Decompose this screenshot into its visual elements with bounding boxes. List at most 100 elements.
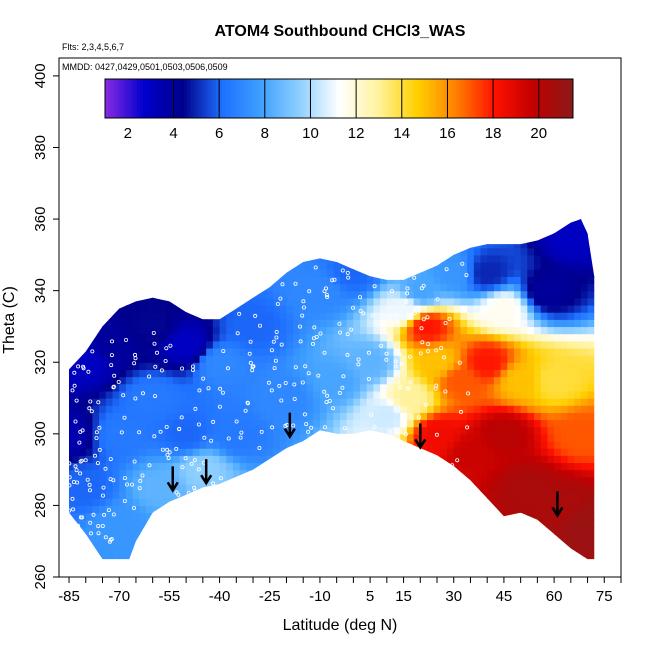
heatmap-cell: [400, 304, 408, 313]
colorbar-cell: [461, 79, 466, 118]
heatmap-cell: [92, 262, 100, 270]
heatmap-cell: [79, 483, 87, 492]
heatmap-cell: [119, 347, 127, 356]
heatmap-cell: [447, 555, 455, 560]
heatmap-cell: [360, 390, 368, 399]
heatmap-cell: [286, 340, 294, 349]
heatmap-cell: [139, 283, 147, 292]
heatmap-cell: [326, 412, 334, 421]
heatmap-cell: [246, 276, 254, 285]
sample-point: [356, 357, 361, 362]
heatmap-cell: [326, 340, 334, 349]
heatmap-cell: [119, 448, 127, 456]
heatmap-cell: [232, 326, 241, 335]
sample-point: [88, 520, 93, 525]
sample-point: [405, 291, 410, 296]
heatmap-cell: [473, 405, 482, 413]
heatmap-cell: [360, 433, 368, 442]
heatmap-cell: [420, 226, 428, 234]
heatmap-cell: [72, 462, 80, 471]
heatmap-cell: [554, 462, 562, 471]
heatmap-cell: [393, 276, 401, 285]
heatmap-cell: [507, 233, 515, 242]
heatmap-cell: [480, 297, 488, 306]
heatmap-cell: [574, 390, 582, 399]
heatmap-cell: [313, 219, 321, 220]
heatmap-cell: [212, 383, 221, 392]
x-axis: -85 -70 -55 -40 -25 -10 5 15 30 45 60 75: [58, 577, 622, 605]
heatmap-cell: [259, 519, 267, 528]
heatmap-cell: [460, 219, 468, 220]
heatmap-cell: [139, 276, 147, 285]
heatmap-cell: [125, 469, 134, 478]
heatmap-cell: [92, 240, 100, 249]
heatmap-cell: [373, 469, 381, 478]
heatmap-cell: [440, 247, 448, 256]
heatmap-cell: [473, 419, 482, 428]
heatmap-cell: [554, 469, 562, 478]
heatmap-cell: [554, 326, 562, 335]
heatmap-cell: [59, 541, 66, 549]
heatmap-cell: [186, 226, 194, 234]
heatmap-cell: [480, 319, 488, 328]
heatmap-cell: [253, 448, 261, 456]
heatmap-cell: [346, 541, 354, 549]
heatmap-cell: [145, 226, 154, 234]
heatmap-cell: [259, 319, 267, 328]
heatmap-cell: [232, 476, 241, 485]
heatmap-cell: [286, 483, 294, 492]
sample-point: [201, 376, 206, 381]
heatmap-cell: [373, 226, 381, 234]
heatmap-cell: [105, 433, 114, 442]
heatmap-cell: [326, 476, 334, 485]
heatmap-cell: [99, 526, 107, 535]
heatmap-cell: [186, 505, 194, 514]
heatmap-cell: [199, 254, 207, 263]
heatmap-cell: [507, 247, 515, 256]
heatmap-cell: [112, 476, 120, 485]
heatmap-cell: [574, 455, 582, 464]
heatmap-cell: [346, 226, 354, 234]
heatmap-cell: [212, 534, 221, 542]
sample-point: [421, 283, 426, 288]
heatmap-cell: [580, 440, 589, 449]
heatmap-cell: [246, 240, 254, 249]
heatmap-cell: [340, 390, 348, 399]
heatmap-cell: [366, 247, 375, 256]
heatmap-cell: [293, 233, 301, 242]
colorbar-cell: [242, 79, 246, 118]
heatmap-cell: [105, 312, 114, 320]
heatmap-cell: [507, 505, 515, 514]
sample-point: [419, 286, 424, 291]
heatmap-cell: [159, 526, 167, 535]
heatmap-cell: [426, 290, 435, 299]
heatmap-cell: [132, 369, 140, 378]
heatmap-cell: [246, 262, 254, 270]
heatmap-cell: [540, 276, 548, 285]
heatmap-cell: [299, 283, 308, 292]
heatmap-cell: [313, 226, 321, 234]
heatmap-cell: [186, 262, 194, 270]
heatmap-cell: [306, 512, 314, 521]
heatmap-cell: [253, 426, 261, 435]
sample-point: [395, 319, 400, 324]
heatmap-cell: [366, 448, 375, 456]
heatmap-cell: [139, 340, 147, 349]
sample-point: [222, 511, 227, 516]
sample-point: [257, 445, 262, 450]
heatmap-cell: [527, 519, 535, 528]
heatmap-cell: [467, 548, 475, 557]
heatmap-cell: [139, 312, 147, 320]
heatmap-cell: [447, 476, 455, 485]
heatmap-cell: [386, 247, 395, 256]
heatmap-cell: [125, 440, 134, 449]
heatmap-cell: [527, 369, 535, 378]
heatmap-cell: [426, 283, 435, 292]
heatmap-cell: [293, 462, 301, 471]
heatmap-cell: [406, 269, 415, 277]
heatmap-cell: [507, 262, 515, 270]
heatmap-cell: [560, 476, 569, 485]
heatmap-cell: [460, 555, 468, 560]
heatmap-cell: [239, 412, 247, 421]
heatmap-cell: [299, 419, 308, 428]
